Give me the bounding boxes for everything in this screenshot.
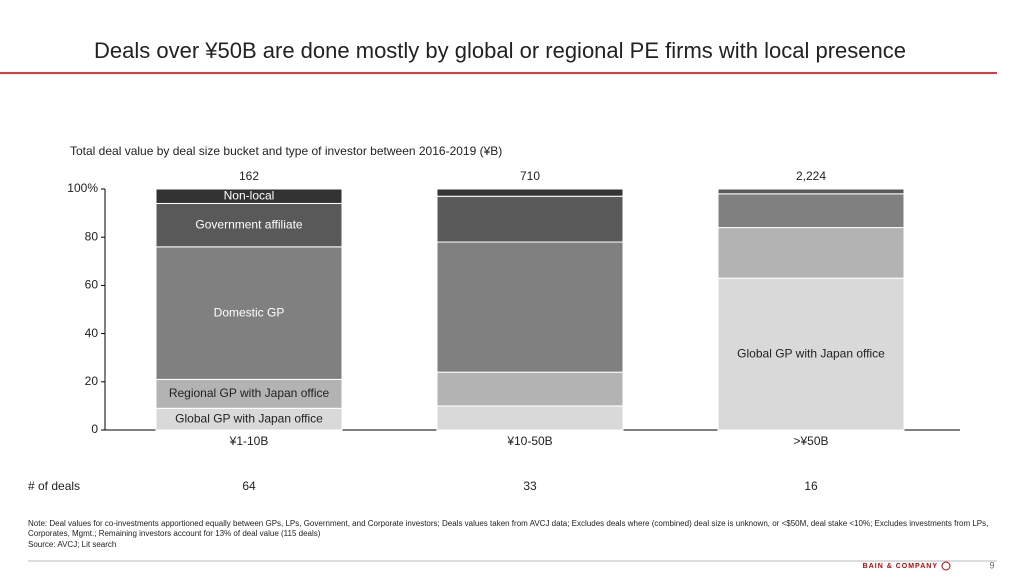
- y-tick-label: 80: [85, 229, 99, 243]
- brand-icon: [941, 561, 951, 571]
- deal-count: 33: [523, 479, 537, 493]
- segment-label: Non-local: [224, 188, 275, 202]
- segment-label: Global GP with Japan office: [737, 346, 885, 360]
- x-tick-label: >¥50B: [793, 434, 828, 448]
- bar-segment: [155, 246, 343, 380]
- y-tick-label: 100%: [67, 181, 98, 195]
- x-tick-label: ¥10-50B: [506, 434, 552, 448]
- bar-segment: [717, 227, 905, 279]
- bar-segment: [436, 188, 624, 197]
- bar-segment: [155, 378, 343, 409]
- bar-segment: [155, 188, 343, 204]
- slide-title: Deals over ¥50B are done mostly by globa…: [94, 38, 906, 63]
- page-number: 9: [989, 560, 994, 570]
- segment-label: Government affiliate: [195, 217, 302, 231]
- deal-count: 16: [804, 479, 818, 493]
- y-tick-label: 60: [85, 278, 99, 292]
- segment-label: Regional GP with Japan office: [169, 386, 330, 400]
- y-tick-label: 0: [91, 422, 98, 436]
- deals-label: # of deals: [28, 479, 80, 493]
- bar-segment: [717, 188, 905, 195]
- deal-count: 64: [242, 479, 256, 493]
- note: Note: Deal values for co-investments app…: [28, 519, 989, 538]
- segment-label: Global GP with Japan office: [175, 411, 323, 425]
- bar-segment: [436, 371, 624, 407]
- bar-segment: [436, 241, 624, 373]
- x-tick-label: ¥1-10B: [229, 434, 269, 448]
- total-label: 710: [520, 169, 540, 183]
- y-tick-label: 20: [85, 374, 99, 388]
- bar-segment: [717, 277, 905, 431]
- brand: BAIN & COMPANY: [863, 563, 938, 570]
- bar-segment: [436, 195, 624, 243]
- bar-segment: [436, 405, 624, 431]
- y-tick-label: 40: [85, 326, 99, 340]
- source: Source: AVCJ; Lit search: [28, 540, 117, 549]
- total-label: 2,224: [796, 169, 826, 183]
- bar-segment: [155, 202, 343, 248]
- total-label: 162: [239, 169, 259, 183]
- bar-segment: [717, 193, 905, 229]
- chart-subtitle: Total deal value by deal size bucket and…: [70, 144, 502, 158]
- segment-label: Domestic GP: [214, 305, 285, 319]
